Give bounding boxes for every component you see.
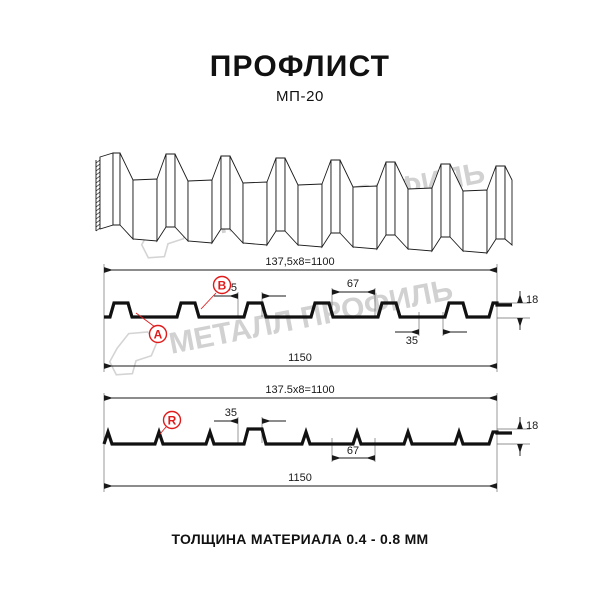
rib-face <box>99 152 114 230</box>
rib-face <box>266 157 277 247</box>
rib-slope <box>229 155 244 245</box>
dim-valley-label: 67 <box>347 278 359 290</box>
dim-overall-label: 1150 <box>288 352 312 364</box>
dim-pitch-bottom: 137.5x8=1100 <box>104 384 497 401</box>
watermark-group-bottom: МЕТАЛЛ ПРОФИЛЬ <box>108 273 456 376</box>
rib-valley <box>462 189 488 254</box>
callout-leader <box>135 312 156 328</box>
dim-crest-bottom-label: 35 <box>406 335 418 347</box>
rib-valley <box>352 185 378 250</box>
profile-section-top: 137,5x8=1100 35 67 35 <box>103 256 538 372</box>
dim-pitch-label: 137.5x8=1100 <box>265 384 334 396</box>
rib-valley <box>242 181 268 246</box>
rib-face <box>156 153 167 243</box>
dim-overall-label: 1150 <box>288 472 312 484</box>
rib-valley <box>407 187 433 252</box>
dim-crest-bottom-top-section: 35 <box>395 329 467 347</box>
dim-valley-bottom: 67 <box>332 445 375 461</box>
rib-top <box>112 152 121 226</box>
callout-circle <box>148 324 168 344</box>
rib-face <box>486 165 497 255</box>
callout-b-label: B <box>218 279 227 293</box>
callout-a-label: A <box>154 328 163 342</box>
callout-leader <box>159 426 167 435</box>
rib-valley <box>132 178 158 242</box>
rib-face <box>211 155 222 245</box>
profile-section-bottom: 137.5x8=1100 35 67 18 <box>102 384 538 492</box>
callout-circle <box>162 410 182 430</box>
material-thickness-note: ТОЛЩИНА МАТЕРИАЛА 0.4 - 0.8 ММ <box>171 531 429 547</box>
page-title: ПРОФЛИСТ <box>209 50 391 83</box>
callout-leader <box>200 292 217 310</box>
dim-pitch-top: 137,5x8=1100 <box>104 256 497 273</box>
rib-top <box>275 157 286 232</box>
rib-top <box>440 163 451 238</box>
rib-slope <box>119 152 134 241</box>
page-subtitle: МП-20 <box>276 88 324 105</box>
rib-end-slope <box>504 165 513 246</box>
rib-slope <box>339 159 354 249</box>
rib-top <box>385 161 396 236</box>
rib-face <box>376 161 387 251</box>
isometric-corrugated-sheet <box>95 152 513 255</box>
rib-slope <box>284 157 299 247</box>
rib-valley <box>297 183 323 248</box>
rib-top <box>330 159 341 234</box>
dim-valley-label: 67 <box>347 445 359 457</box>
rib-top <box>495 165 506 240</box>
dim-overall-bottom: 1150 <box>104 472 497 489</box>
dim-height-top: 18 <box>517 291 538 330</box>
callout-circle <box>212 275 232 295</box>
dim-height-bottom: 18 <box>517 417 538 456</box>
profile-outline-bottom <box>102 426 512 446</box>
dim-pitch-label: 137,5x8=1100 <box>265 256 334 268</box>
rib-slope <box>174 153 189 243</box>
rib-face <box>321 159 332 249</box>
dim-height-label: 18 <box>526 420 538 432</box>
rib-valley <box>187 179 213 244</box>
rib-top <box>165 153 176 228</box>
callout-r: R <box>159 410 182 435</box>
dim-crest-bottom: 35 <box>214 407 286 424</box>
callout-b: B <box>200 275 232 310</box>
rib-top <box>220 155 231 230</box>
dim-valley-top: 67 <box>332 278 375 295</box>
dim-crest-label: 35 <box>225 407 237 419</box>
profile-outline-top <box>104 301 512 319</box>
dim-overall-top: 1150 <box>104 352 497 369</box>
cut-edge-hatch <box>95 159 101 232</box>
dim-height-label: 18 <box>526 294 538 306</box>
callout-r-label: R <box>168 414 177 428</box>
callout-a: A <box>135 312 168 344</box>
